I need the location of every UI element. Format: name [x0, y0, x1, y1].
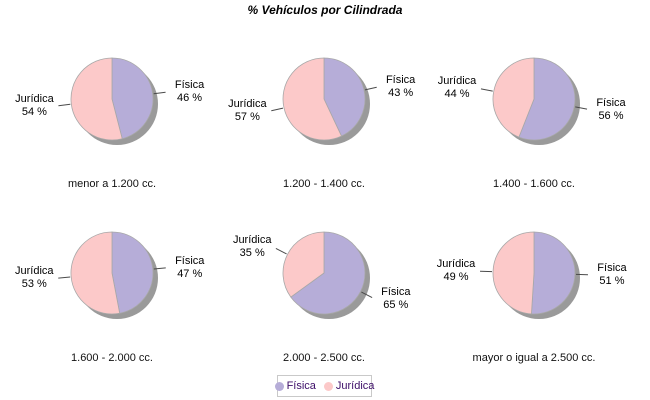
slice-label-value: 44 %: [444, 88, 470, 101]
slice-label-name: Física: [596, 96, 626, 109]
category-label: 1.200 - 1.400 cc.: [283, 178, 365, 190]
slice-label-fisica: Física 65 %: [370, 286, 422, 312]
callout-line: [575, 106, 588, 110]
pie-slice-juridica: [492, 231, 535, 315]
slice-label-juridica: Jurídica 49 %: [430, 258, 482, 284]
slice-label-value: 43 %: [388, 86, 414, 99]
chart-title: % Vehículos por Cilindrada: [247, 3, 403, 17]
slice-label-fisica: Física 46 %: [164, 79, 216, 105]
callout-line: [361, 291, 373, 298]
callout-line: [58, 276, 71, 279]
legend: Física Jurídica: [274, 375, 375, 397]
callout-line: [58, 103, 71, 107]
category-label: 1.600 - 2.000 cc.: [71, 352, 153, 364]
slice-label-value: 54 %: [21, 106, 47, 119]
legend-item-juridica: Jurídica: [323, 380, 375, 392]
pie-slice-juridica: [70, 57, 123, 141]
callout-line: [271, 107, 284, 112]
callout-line: [153, 91, 166, 95]
slice-label-value: 65 %: [383, 298, 409, 311]
slice-label-name: Física: [597, 261, 627, 274]
slice-label-name: Física: [381, 285, 411, 298]
legend-label: Jurídica: [335, 380, 375, 392]
slice-label-fisica: Física 56 %: [585, 97, 637, 123]
slice-label-juridica: Jurídica 57 %: [221, 98, 273, 124]
callout-line: [364, 86, 377, 91]
pie-slice-juridica: [70, 231, 121, 315]
slice-label-value: 51 %: [599, 274, 625, 287]
slice-label-name: Jurídica: [14, 265, 54, 278]
callout-line: [275, 248, 287, 255]
category-label: 2.000 - 2.500 cc.: [283, 352, 365, 364]
slice-label-value: 57 %: [234, 111, 260, 124]
pie-slice-juridica: [282, 231, 325, 298]
slice-label-value: 35 %: [239, 247, 265, 260]
pie-slice-fisica: [111, 231, 154, 314]
callout-line: [153, 267, 166, 270]
slice-label-name: Física: [174, 78, 205, 91]
callout-line: [480, 88, 493, 92]
legend-swatch-juridica: [323, 381, 333, 391]
slice-label-value: 46 %: [177, 91, 203, 104]
pie-slice-fisica: [518, 57, 576, 141]
slice-label-name: Jurídica: [15, 93, 54, 106]
slice-label-name: Física: [385, 73, 416, 86]
slice-label-name: Física: [175, 254, 205, 267]
pie-slice-fisica: [531, 231, 576, 315]
slice-label-name: Jurídica: [228, 98, 267, 111]
slice-label-name: Jurídica: [232, 234, 272, 247]
legend-swatch-fisica: [274, 381, 284, 391]
category-label: 1.400 - 1.600 cc.: [493, 178, 575, 190]
slice-label-name: Jurídica: [436, 258, 476, 271]
legend-item-fisica: Física: [274, 380, 316, 392]
slice-label-value: 47 %: [177, 267, 203, 280]
slice-label-value: 56 %: [598, 109, 624, 122]
slice-label-juridica: Jurídica 44 %: [431, 75, 483, 101]
pie-slice-juridica: [282, 57, 342, 141]
slice-label-value: 53 %: [21, 278, 47, 291]
pie-slice-fisica: [290, 231, 366, 315]
pie-slice-fisica: [111, 57, 154, 140]
slice-label-juridica: Jurídica 54 %: [8, 93, 60, 119]
slice-label-juridica: Jurídica 35 %: [226, 234, 278, 260]
slice-label-fisica: Física 51 %: [586, 262, 638, 288]
pie-slice-fisica: [323, 57, 366, 137]
pie-slice-juridica: [492, 57, 535, 138]
slice-label-fisica: Física 47 %: [164, 255, 216, 281]
slice-label-name: Jurídica: [437, 75, 477, 88]
category-label: menor a 1.200 cc.: [67, 178, 157, 190]
category-label: mayor o igual a 2.500 cc.: [472, 352, 596, 364]
slice-label-juridica: Jurídica 53 %: [8, 265, 60, 291]
slice-label-fisica: Física 43 %: [375, 74, 427, 100]
slice-label-value: 49 %: [443, 271, 469, 284]
legend-label: Física: [286, 380, 316, 392]
